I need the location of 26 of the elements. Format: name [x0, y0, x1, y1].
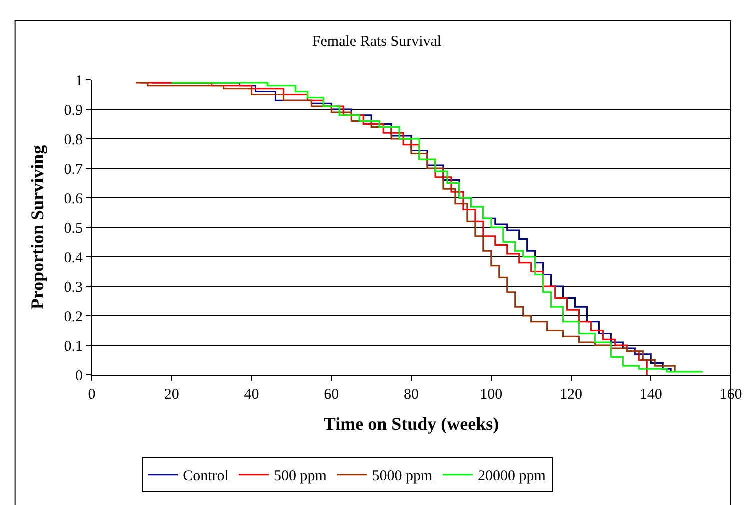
y-tick-label: 0.4	[64, 250, 84, 266]
y-tick-label: 1	[76, 73, 83, 90]
legend-label: 500 ppm	[274, 468, 328, 485]
y-tick-label: 0.3	[64, 280, 83, 296]
y-tick-label: 0.2	[64, 309, 83, 326]
x-tick-label: 0	[88, 387, 96, 403]
x-tick-label: 60	[324, 387, 340, 403]
y-axis-title: Proportion Surviving	[27, 145, 48, 310]
x-tick-label: 100	[480, 387, 503, 403]
x-tick-label: 140	[640, 387, 662, 403]
legend-label: 5000 ppm	[372, 468, 433, 485]
x-tick-label: 20	[164, 387, 180, 403]
y-tick-label: 0.8	[64, 132, 83, 148]
x-tick-label: 120	[560, 387, 582, 403]
y-tick-label: 0.6	[64, 191, 84, 208]
legend-label: Control	[183, 468, 229, 485]
y-tick-label: 0.7	[64, 162, 84, 178]
legend-label: 20000 ppm	[478, 468, 546, 485]
y-tick-label: 0.5	[64, 220, 83, 237]
x-axis-title: Time on Study (weeks)	[324, 414, 500, 434]
y-tick-label: 0.9	[64, 102, 83, 119]
chart-title: Female Rats Survival	[312, 34, 442, 50]
y-tick-label: 0.1	[64, 338, 83, 355]
y-tick-label: 0	[76, 368, 83, 384]
x-tick-label: 80	[404, 387, 419, 403]
x-tick-label: 40	[244, 387, 260, 403]
